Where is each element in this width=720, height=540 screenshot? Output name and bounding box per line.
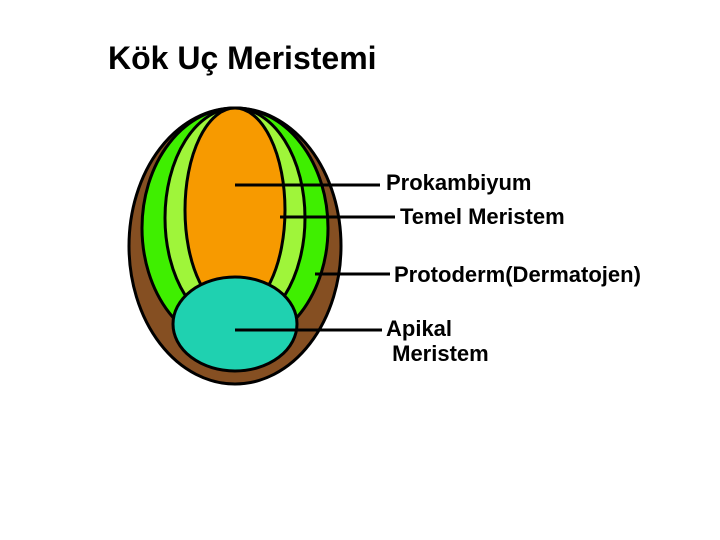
label-ground: Temel Meristem	[400, 204, 565, 229]
diagram-canvas: { "title": { "text": "Kök Uç Meristemi",…	[0, 0, 720, 540]
label-apical: Apikal Meristem	[386, 316, 489, 367]
label-procambium: Prokambiyum	[386, 170, 532, 195]
label-protoderm: Protoderm(Dermatojen)	[394, 262, 641, 287]
